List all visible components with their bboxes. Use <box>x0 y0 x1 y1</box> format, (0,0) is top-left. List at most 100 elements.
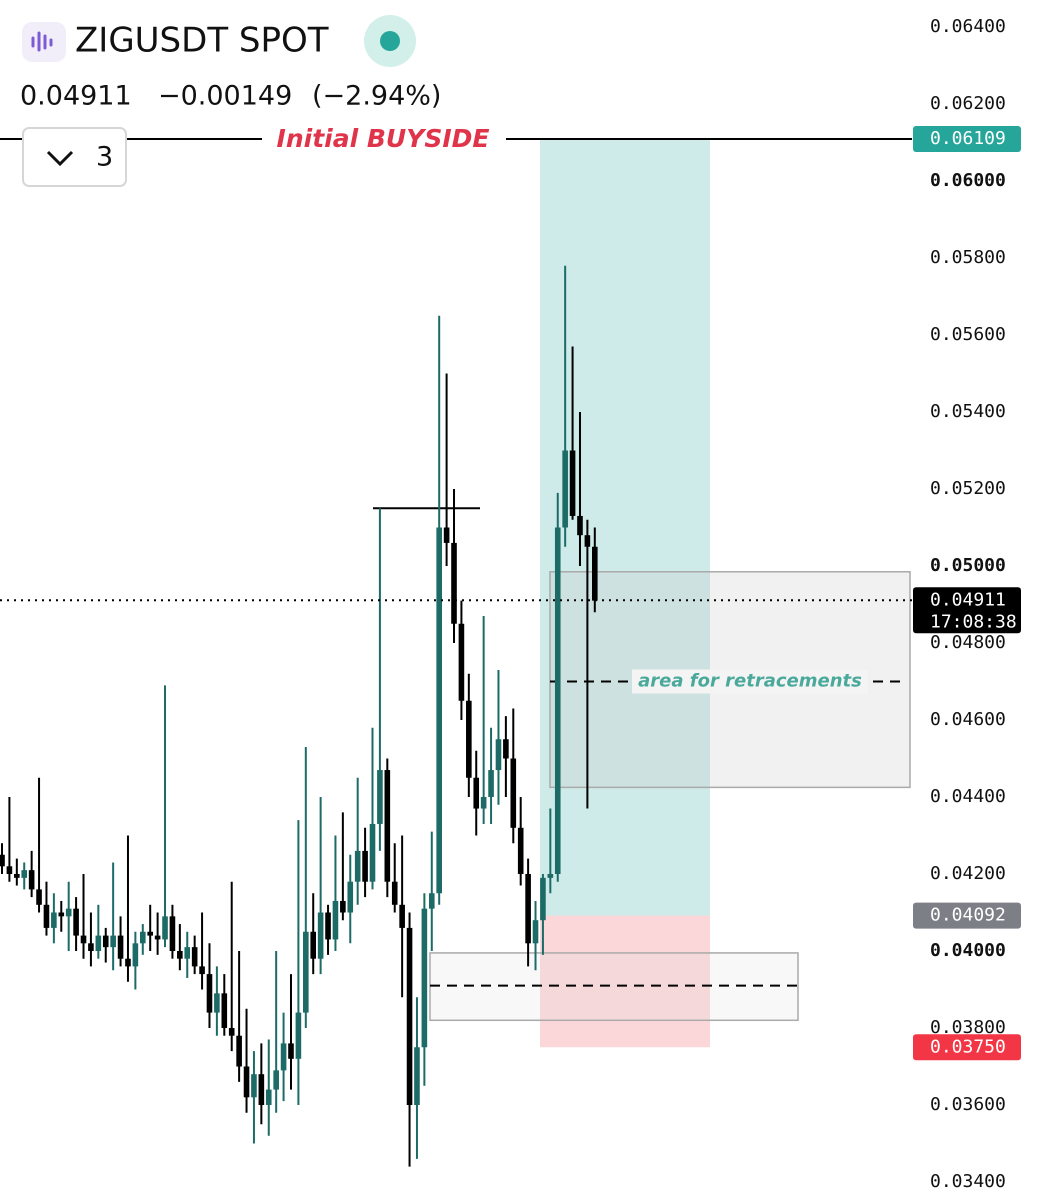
y-tick-label: 0.04000 <box>930 940 1006 961</box>
candle-body <box>243 1066 250 1098</box>
candle-body <box>162 916 168 940</box>
candle-body <box>466 700 472 778</box>
candle-body <box>258 1074 265 1105</box>
candle-body <box>280 1043 287 1071</box>
price-tag <box>913 1034 1021 1061</box>
y-tick-label: 0.05600 <box>930 324 1006 345</box>
candle-body <box>28 870 35 890</box>
y-tick-label: 0.03800 <box>930 1017 1006 1038</box>
candle-body <box>436 527 442 894</box>
y-tick-label: 0.04600 <box>930 709 1006 730</box>
candle-body <box>65 908 72 917</box>
candle-body <box>36 889 42 905</box>
candle-body <box>540 877 546 921</box>
candle-body <box>236 1035 242 1067</box>
candle-body <box>428 893 435 909</box>
candle-body <box>562 450 568 528</box>
y-tick-label: 0.03600 <box>930 1094 1006 1115</box>
candle-body <box>332 900 339 940</box>
candle-body <box>495 739 502 771</box>
label-bg <box>262 123 506 156</box>
candle-body <box>177 951 183 959</box>
y-tick-label: 0.06000 <box>930 170 1006 191</box>
candle-body <box>139 931 146 944</box>
candle-body <box>362 850 368 882</box>
indicator-toggle[interactable]: 3 <box>22 127 127 187</box>
candle-body <box>80 935 87 944</box>
candle-body <box>310 931 317 959</box>
candle-body <box>369 823 376 882</box>
candle-body <box>399 904 405 928</box>
candle-body <box>221 993 228 1028</box>
candle-body <box>43 904 50 928</box>
candle-body <box>480 797 487 809</box>
candle-body <box>110 935 116 948</box>
candle-body <box>532 920 539 944</box>
y-tick-label: 0.04200 <box>930 863 1006 884</box>
candle-body <box>214 993 220 1013</box>
candle-body <box>191 947 198 967</box>
candle-body <box>88 943 94 951</box>
target-zone <box>540 139 710 916</box>
candle-body <box>265 1089 272 1105</box>
candle-body <box>406 927 413 1105</box>
candle-body <box>325 912 331 940</box>
price-tag <box>913 902 1021 929</box>
candle-body <box>0 854 5 867</box>
candle-body <box>51 912 57 928</box>
y-tick-label: 0.06200 <box>930 93 1006 114</box>
plot-area: area for retracements Initial BUYSIDE 0.03… <box>0 16 1021 1192</box>
symbol-title: ZIGUSDT SPOT <box>75 21 329 61</box>
y-tick-label: 0.05400 <box>930 401 1006 422</box>
candle-body <box>169 916 176 951</box>
candle-body <box>547 874 554 878</box>
indicator-count: 3 <box>96 142 113 173</box>
candle-body <box>414 1047 420 1105</box>
price-tag-label: 0.06109 <box>930 128 1006 149</box>
candle-body <box>347 881 354 913</box>
candle-body <box>303 931 309 1013</box>
candle-body <box>95 935 102 951</box>
candle-body <box>391 881 398 905</box>
price-change: −0.00149 <box>158 81 292 112</box>
candle-body <box>377 770 383 824</box>
candle-body <box>525 874 531 944</box>
candle-body <box>251 1074 257 1098</box>
label-bg <box>632 669 868 694</box>
stop-zone <box>540 915 710 1048</box>
y-tick-label: 0.05800 <box>930 247 1006 268</box>
candle-body <box>451 542 457 624</box>
candle-body <box>102 935 109 948</box>
retracement-label: area for retracements <box>638 671 862 692</box>
candle-body <box>569 450 576 516</box>
y-tick-label: 0.04800 <box>930 632 1006 653</box>
candle-body <box>184 947 191 959</box>
candle-body <box>6 866 13 874</box>
indicator-button[interactable] <box>22 127 127 187</box>
candle-body <box>510 758 517 828</box>
buyside-label: Initial BUYSIDE <box>277 124 490 153</box>
candle-body <box>117 935 124 959</box>
status-dot <box>380 31 400 51</box>
candle-body <box>295 1012 302 1059</box>
candle-body <box>592 546 598 601</box>
candle-body <box>340 900 346 913</box>
candle-body <box>58 912 65 917</box>
candle-body <box>473 777 480 809</box>
price-change-pct: (−2.94%) <box>312 81 441 112</box>
y-tick-label: 0.04400 <box>930 786 1006 807</box>
symbol-icon-bars <box>31 31 53 52</box>
last-price: 0.04911 <box>20 81 132 112</box>
y-tick-label: 0.05000 <box>930 555 1006 576</box>
candle-body <box>132 943 139 967</box>
price-tag-label: 0.04911 <box>930 589 1006 610</box>
candle-body <box>14 874 20 878</box>
candle-body <box>458 623 465 701</box>
chevron <box>46 150 74 167</box>
candle-body <box>584 535 591 547</box>
candle-body <box>517 827 524 874</box>
candle-body <box>154 935 161 940</box>
candle-body <box>488 770 494 797</box>
candle-body <box>73 908 79 936</box>
